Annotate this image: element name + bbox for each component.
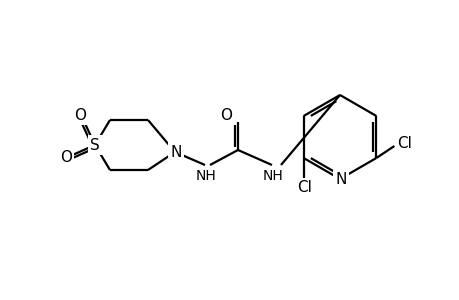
Text: Cl: Cl [297,181,311,196]
Text: NH: NH [262,169,283,183]
Text: Cl: Cl [396,136,411,151]
Text: O: O [219,107,231,122]
Text: N: N [335,172,346,188]
Text: N: N [170,145,181,160]
Text: S: S [90,137,100,152]
Text: O: O [60,149,72,164]
Text: NH: NH [195,169,216,183]
Text: O: O [74,107,86,122]
